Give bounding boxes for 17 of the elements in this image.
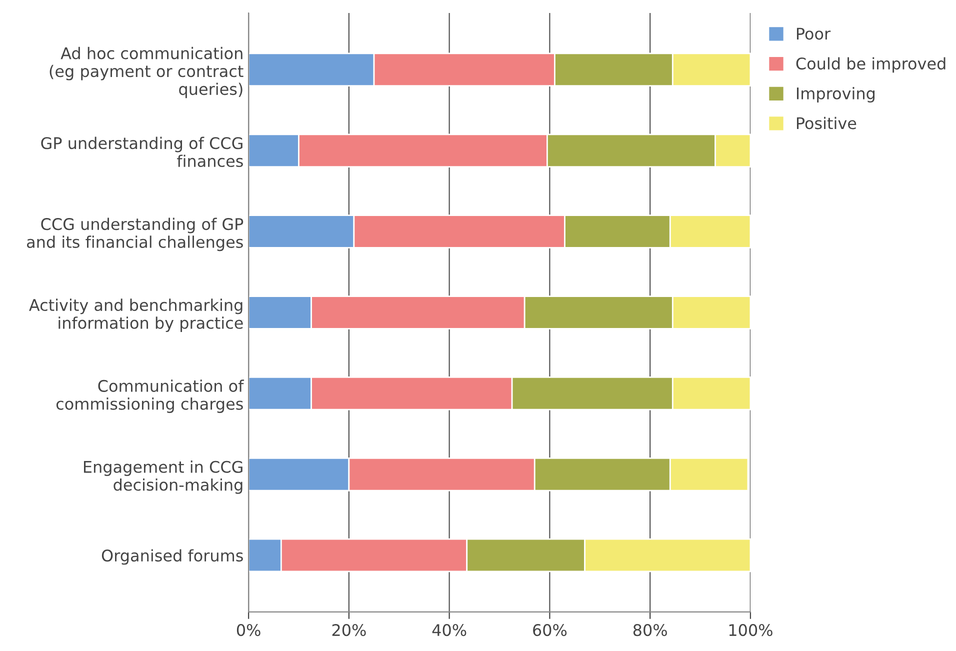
y-tick-label: Organised forums — [102, 549, 243, 565]
y-tick-label: Ad hoc communication (eg payment or contract queries) — [50, 46, 244, 98]
y-tick-label: Engagement in CCG decision-making — [84, 460, 242, 494]
x-tick-label: 100% — [729, 624, 772, 636]
legend-label: Positive — [796, 116, 856, 130]
x-tick-label: 80% — [633, 624, 667, 636]
y-tick-label: Communication of commissioning charges — [56, 380, 244, 413]
legend-label: Could be improved — [796, 57, 946, 73]
x-tick-label: 0% — [236, 624, 260, 636]
x-tick-label: 60% — [533, 624, 567, 636]
y-tick-label: Activity and benchmarking information by practice — [29, 298, 243, 332]
legend-label: Improving — [796, 87, 874, 103]
y-tick-label: GP understanding of CCG finances — [41, 136, 243, 168]
x-tick-label: 20% — [332, 624, 366, 636]
y-tick-label: CCG understanding of GP and its financial challenges — [27, 218, 244, 252]
x-tick-label: 40% — [432, 624, 466, 636]
legend-label: Poor — [796, 28, 831, 40]
